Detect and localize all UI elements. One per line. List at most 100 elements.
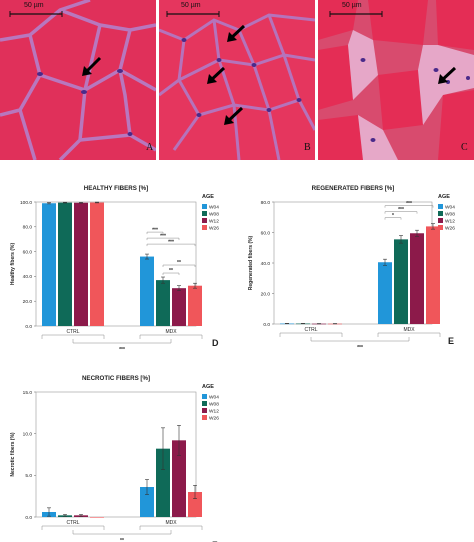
bar-w26-mdx	[188, 285, 202, 326]
y-tick-label: 0.0	[25, 515, 32, 521]
within-significance: ***	[160, 233, 166, 239]
within-significance: ***	[168, 239, 174, 245]
legend-swatch-w12	[438, 218, 443, 223]
within-significance: ***	[398, 207, 404, 213]
panel-letter-c: C	[461, 142, 468, 153]
legend-swatch-w26	[202, 415, 207, 420]
bar-w26-ctrl	[90, 202, 104, 326]
y-axis-label: Necrotic fibers (%)	[10, 432, 16, 477]
chart-title: REGENERATED FIBERS [%]	[312, 185, 395, 192]
panel-letter: F	[212, 540, 218, 542]
category-label: CTRL	[66, 520, 79, 526]
y-axis-label: Healthy fibers (%)	[10, 243, 16, 286]
legend-label: W26	[209, 226, 219, 232]
legend-title: AGE	[202, 384, 214, 390]
legend-label: W04	[209, 205, 219, 211]
legend-swatch-w26	[202, 225, 207, 230]
within-significance: **	[169, 268, 173, 274]
legend-label: W26	[209, 416, 219, 422]
legend-swatch-w08	[202, 401, 207, 406]
bar-w08-ctrl	[58, 202, 72, 326]
chart-healthy-svg: HEALTHY FIBERS [%] 0.0 20.0 40.0 60.0 80.0 100…	[10, 185, 219, 353]
legend-label: W26	[445, 226, 455, 232]
chart-regenerated-svg: REGENERATED FIBERS [%] 0.0 20.0 40.0 60.0 80.…	[248, 185, 455, 351]
y-tick-label: 100.0	[20, 200, 32, 206]
micrograph-b	[159, 0, 315, 160]
micrograph-a	[0, 0, 156, 160]
y-tick-label: 20.0	[23, 299, 33, 305]
category-label: MDX	[403, 327, 415, 333]
bar-w26-mdx	[426, 226, 440, 324]
bar-w04-mdx	[140, 256, 154, 326]
scalebar-label-a: 50 µm	[24, 2, 44, 9]
legend-label: W08	[209, 402, 219, 408]
y-axis-label: Regenerated fibers (%)	[248, 235, 254, 290]
legend-swatch-w12	[202, 218, 207, 223]
between-significance: **	[120, 538, 124, 542]
legend-label: W12	[209, 409, 219, 415]
chart-necrotic-svg: NECROTIC FIBERS [%] 0.0 5.0 10.0 15.0 Necroti…	[10, 375, 219, 542]
legend-swatch-w04	[202, 204, 207, 209]
chart-title: HEALTHY FIBERS [%]	[84, 185, 148, 192]
category-label: MDX	[165, 329, 177, 335]
plot-area	[273, 201, 433, 325]
micrograph-c	[318, 0, 474, 160]
y-tick-label: 60.0	[261, 230, 271, 236]
within-significance: **	[177, 260, 181, 266]
legend-label: W12	[445, 219, 455, 225]
bar-w08-mdx	[394, 239, 408, 324]
category-label: MDX	[165, 520, 177, 526]
legend-swatch-w04	[202, 394, 207, 399]
within-significance: *	[392, 213, 394, 219]
y-tick-label: 0.0	[263, 322, 270, 328]
bar-w12-mdx	[410, 233, 424, 324]
y-tick-label: 40.0	[261, 261, 271, 267]
chart-necrotic-fibers: NECROTIC FIBERS [%] 0.0 5.0 10.0 15.0 Necroti…	[2, 370, 238, 542]
y-tick-label: 15.0	[23, 390, 33, 396]
legend-swatch-w08	[202, 211, 207, 216]
y-tick-label: 40.0	[23, 274, 33, 280]
scalebar-label-b: 50 µm	[181, 2, 201, 9]
within-significance: ***	[406, 201, 412, 207]
legend-swatch-w26	[438, 225, 443, 230]
bar-w26-mdx	[188, 492, 202, 517]
chart-regenerated-fibers: REGENERATED FIBERS [%] 0.0 20.0 40.0 60.0 80.…	[238, 180, 474, 355]
category-label: CTRL	[66, 329, 79, 335]
panel-letter: E	[448, 336, 454, 346]
y-tick-label: 80.0	[261, 200, 271, 206]
panel-letter-a: A	[146, 142, 154, 153]
panel-letter-b: B	[304, 142, 311, 153]
bar-w04-ctrl	[42, 203, 56, 326]
category-label: CTRL	[304, 327, 317, 333]
chart-healthy-fibers: HEALTHY FIBERS [%] 0.0 20.0 40.0 60.0 80.0 100…	[2, 180, 238, 355]
panel-letter: D	[212, 338, 219, 348]
bar-w12-mdx	[172, 288, 186, 326]
y-tick-label: 0.0	[25, 324, 32, 330]
y-tick-label: 60.0	[23, 249, 33, 255]
within-significance: ***	[152, 227, 158, 233]
legend-label: W12	[209, 219, 219, 225]
bar-w04-mdx	[378, 262, 392, 324]
bar-w08-mdx	[156, 448, 170, 517]
legend-swatch-w04	[438, 204, 443, 209]
y-tick-label: 5.0	[25, 473, 32, 479]
scalebar-label-c: 50 µm	[342, 2, 362, 9]
y-tick-label: 20.0	[261, 291, 271, 297]
legend-swatch-w12	[202, 408, 207, 413]
y-tick-label: 10.0	[23, 431, 33, 437]
bar-w26-ctrl	[90, 517, 104, 518]
bar-w12-mdx	[172, 440, 186, 517]
legend-label: W08	[209, 212, 219, 218]
legend-label: W04	[445, 205, 455, 211]
legend-label: W04	[209, 395, 219, 401]
between-significance: ***	[119, 347, 125, 353]
y-tick-label: 80.0	[23, 225, 33, 231]
legend-title: AGE	[438, 194, 450, 200]
legend-label: W08	[445, 212, 455, 218]
bar-w12-ctrl	[74, 202, 88, 326]
legend-swatch-w08	[438, 211, 443, 216]
chart-title: NECROTIC FIBERS [%]	[82, 375, 150, 382]
legend-title: AGE	[202, 194, 214, 200]
bar-w08-mdx	[156, 280, 170, 326]
between-significance: ***	[357, 345, 363, 351]
